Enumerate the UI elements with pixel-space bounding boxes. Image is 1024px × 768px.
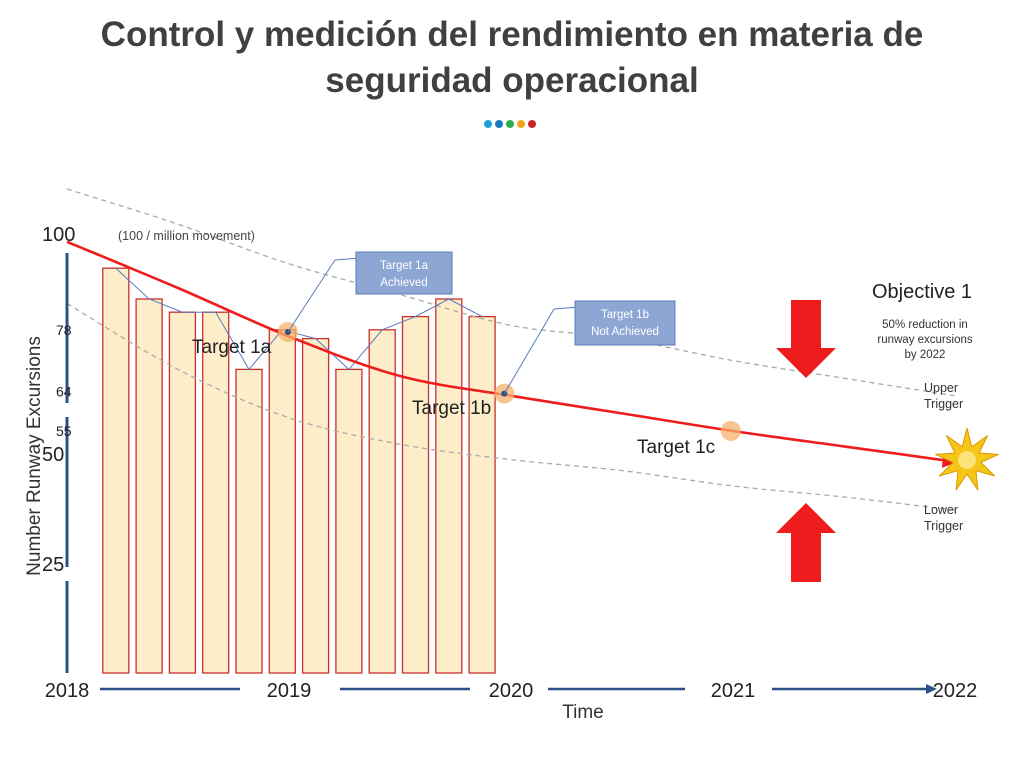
callout-1a-line-2: Achieved: [380, 277, 427, 289]
title-dot-3: [506, 120, 514, 128]
upper-trigger-line: [66, 188, 956, 397]
title-dot-4: [517, 120, 525, 128]
target-1b-label: Target 1b: [412, 398, 491, 419]
objective-star-center: [958, 451, 976, 469]
y-tick-label-78: 78: [56, 322, 72, 338]
title-line-1: Control y medición del rendimiento en ma…: [100, 15, 924, 54]
bars-group: [102, 267, 496, 674]
callout-1b-line-2: Not Achieved: [591, 326, 659, 338]
lower-trigger-label-1: Lower: [924, 503, 958, 517]
x-tick-label-2018: 2018: [45, 680, 90, 702]
bar-3: [168, 311, 197, 674]
title-dot-5: [528, 120, 536, 128]
callout-1b-leader: [503, 308, 555, 394]
upper-trigger-label-2: Trigger: [924, 397, 963, 411]
decorations-group: Objective 1 50% reduction in runway excurs…: [776, 281, 999, 582]
lower-trigger-line: [66, 302, 956, 511]
upper-trigger-label-1: Upper: [924, 381, 958, 395]
bar-12: [468, 315, 496, 674]
y-tick-label-25: 25: [42, 554, 64, 576]
bar-2: [135, 298, 163, 674]
callout-1a-leader: [287, 259, 336, 333]
objective-line-3: by 2022: [905, 349, 946, 361]
bar-11: [435, 298, 463, 674]
x-axis-label: Time: [562, 702, 604, 723]
target-1c-label: Target 1c: [637, 437, 715, 458]
unit-note: (100 / million movement): [118, 229, 255, 243]
callouts-group: Target 1a Achieved Target 1b Not Achieved: [287, 251, 676, 394]
title-line-2: seguridad operacional: [325, 61, 699, 100]
bar-5: [235, 368, 263, 674]
y-tick-label-64: 64: [56, 383, 72, 399]
bar-1: [102, 267, 130, 674]
x-tick-label-2021: 2021: [711, 680, 756, 702]
bar-9: [368, 329, 396, 674]
callout-1b-box: [574, 300, 676, 346]
bar-10: [401, 315, 430, 674]
page-title: Control y medición del rendimiento en ma…: [0, 12, 1024, 104]
y-tick-label-100: 100: [42, 224, 75, 246]
labels-group: Target 1a Target 1b Target 1c: [192, 322, 741, 458]
callout-1a-box: [355, 251, 453, 295]
target-1a-label: Target 1a: [192, 337, 272, 358]
bar-6: [268, 329, 296, 674]
objective-title: Objective 1: [872, 281, 972, 303]
lower-trigger-label-2: Trigger: [924, 519, 963, 533]
title-dot-2: [495, 120, 503, 128]
x-axis-arrowhead: [926, 684, 937, 694]
y-axis-label: Number Runway Excursions: [24, 336, 45, 576]
bar-4: [202, 311, 230, 674]
down-arrow: [776, 300, 836, 378]
y-tick-label-50: 50: [42, 444, 64, 466]
bar-top-line: [115, 267, 483, 371]
x-tick-label-2019: 2019: [267, 680, 312, 702]
x-tick-label-2020: 2020: [489, 680, 534, 702]
objective-line-2: runway excursions: [877, 334, 972, 346]
objective-line-1: 50% reduction in: [882, 319, 968, 331]
title-dot-1: [484, 120, 492, 128]
callout-1b-line-1: Target 1b: [601, 309, 649, 321]
callout-1a-line-1: Target 1a: [380, 260, 429, 272]
up-arrow: [776, 503, 836, 582]
bar-7: [301, 337, 330, 674]
x-tick-label-2022: 2022: [933, 680, 978, 702]
y-tick-label-55: 55: [56, 423, 72, 439]
bar-8: [335, 368, 363, 674]
target-1c-marker: [720, 421, 741, 441]
